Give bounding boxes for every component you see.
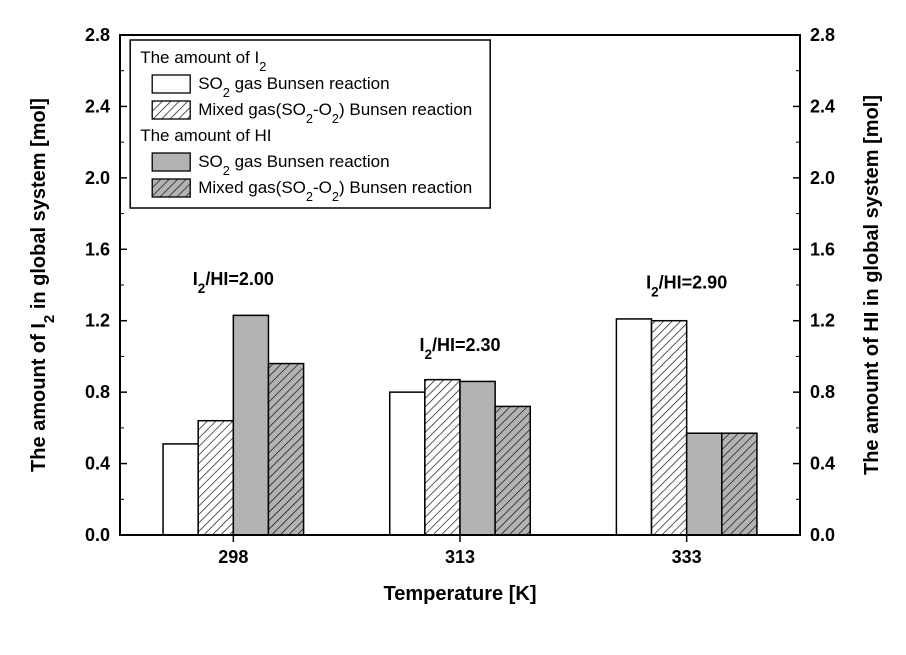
svg-text:2.8: 2.8 <box>85 25 110 45</box>
bar-HI_SO2-313 <box>460 381 495 535</box>
annotation: I2/HI=2.90 <box>646 273 727 300</box>
svg-text:1.6: 1.6 <box>85 239 110 259</box>
legend-swatch <box>152 153 190 171</box>
bar-chart: 0.0 0.0 0.4 0.4 0.8 0.8 1.2 1.2 1.6 1.6 2.0 2.0 2.4 2… <box>0 0 906 655</box>
svg-text:1.2: 1.2 <box>85 311 110 331</box>
svg-text:2.4: 2.4 <box>85 96 110 116</box>
bar-I2_SO2-313 <box>390 392 425 535</box>
y-right-label: The amount of HI in global system [mol] <box>861 95 883 475</box>
chart-svg: 0.0 0.0 0.4 0.4 0.8 0.8 1.2 1.2 1.6 1.6 2.0 2.0 2.4 2… <box>0 0 906 655</box>
legend-swatch <box>152 75 190 93</box>
annotation: I2/HI=2.30 <box>419 335 500 362</box>
x-label: Temperature [K] <box>384 583 537 605</box>
svg-text:333: 333 <box>672 547 702 567</box>
bar-HI_mixed-333 <box>722 433 757 535</box>
y-left-label: The amount of I2 in global system [mol] <box>28 98 58 472</box>
bar-HI_mixed-313 <box>495 406 530 535</box>
legend-title: The amount of HI <box>140 126 271 145</box>
bar-I2_mixed-313 <box>425 380 460 535</box>
svg-text:2.0: 2.0 <box>810 168 835 188</box>
svg-text:2.0: 2.0 <box>85 168 110 188</box>
svg-text:0.8: 0.8 <box>85 382 110 402</box>
svg-text:0.4: 0.4 <box>810 454 835 474</box>
svg-text:1.6: 1.6 <box>810 239 835 259</box>
legend: The amount of I2SO2 gas Bunsen reactionM… <box>130 40 490 208</box>
bar-I2_SO2-298 <box>163 444 198 535</box>
svg-text:0.0: 0.0 <box>85 525 110 545</box>
svg-text:313: 313 <box>445 547 475 567</box>
svg-text:0.4: 0.4 <box>85 454 110 474</box>
svg-text:298: 298 <box>218 547 248 567</box>
svg-text:0.8: 0.8 <box>810 382 835 402</box>
svg-text:2.8: 2.8 <box>810 25 835 45</box>
svg-text:0.0: 0.0 <box>810 525 835 545</box>
bar-I2_mixed-298 <box>198 421 233 535</box>
bar-HI_SO2-333 <box>687 433 722 535</box>
annotation: I2/HI=2.00 <box>193 269 274 296</box>
bar-HI_SO2-298 <box>233 315 268 535</box>
bar-HI_mixed-298 <box>268 364 303 535</box>
legend-swatch <box>152 101 190 119</box>
bar-I2_mixed-333 <box>652 321 687 535</box>
bar-I2_SO2-333 <box>616 319 651 535</box>
legend-swatch <box>152 179 190 197</box>
svg-text:1.2: 1.2 <box>810 311 835 331</box>
svg-text:2.4: 2.4 <box>810 96 835 116</box>
